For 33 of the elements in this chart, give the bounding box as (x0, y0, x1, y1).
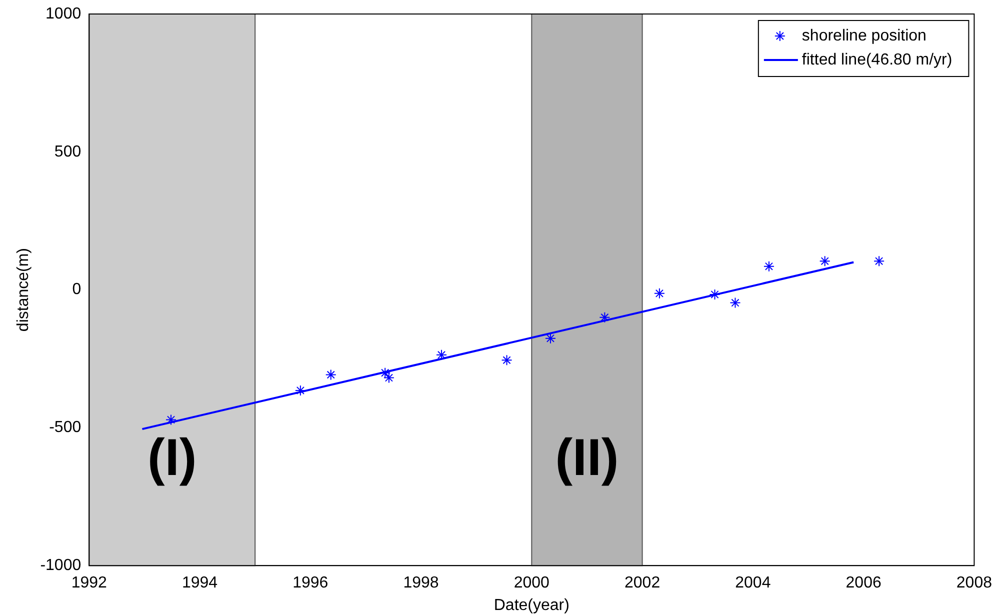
point (325, 369, 336, 380)
x-tick-label: 2004 (735, 574, 771, 592)
y-tick-label: 1000 (46, 5, 82, 22)
x-axis-title: Date(year) (494, 596, 570, 614)
x-tick-label: 1994 (182, 574, 218, 592)
point (599, 312, 610, 323)
point (654, 288, 665, 299)
x-tick-label: 2000 (514, 574, 550, 592)
x-tick-label: 2002 (624, 574, 660, 592)
point (165, 414, 176, 426)
point (709, 288, 720, 300)
point (763, 260, 774, 272)
x-tick-label: 1992 (71, 574, 108, 592)
y-tick-label: -1000 (40, 557, 82, 574)
point (819, 256, 830, 267)
x-tick-label: 2008 (956, 574, 992, 592)
point (436, 349, 447, 360)
y-axis-title: distance(m) (15, 248, 32, 332)
point (294, 384, 306, 396)
point (730, 297, 741, 308)
x-tick-label: 1996 (292, 574, 328, 592)
point (544, 332, 556, 344)
y-tick-label: -500 (49, 419, 82, 436)
y-tick-label: 500 (54, 143, 82, 160)
band-label: (II) (555, 429, 619, 488)
point (874, 256, 885, 267)
y-tick-label: 0 (72, 281, 82, 298)
band-label: (I) (148, 429, 197, 488)
x-tick-label: 1998 (403, 574, 439, 592)
legend-label: shoreline position (802, 27, 926, 44)
legend-label: fitted line(46.80 m/yr) (802, 51, 952, 68)
point (501, 354, 512, 366)
x-tick-label: 2006 (846, 574, 882, 592)
